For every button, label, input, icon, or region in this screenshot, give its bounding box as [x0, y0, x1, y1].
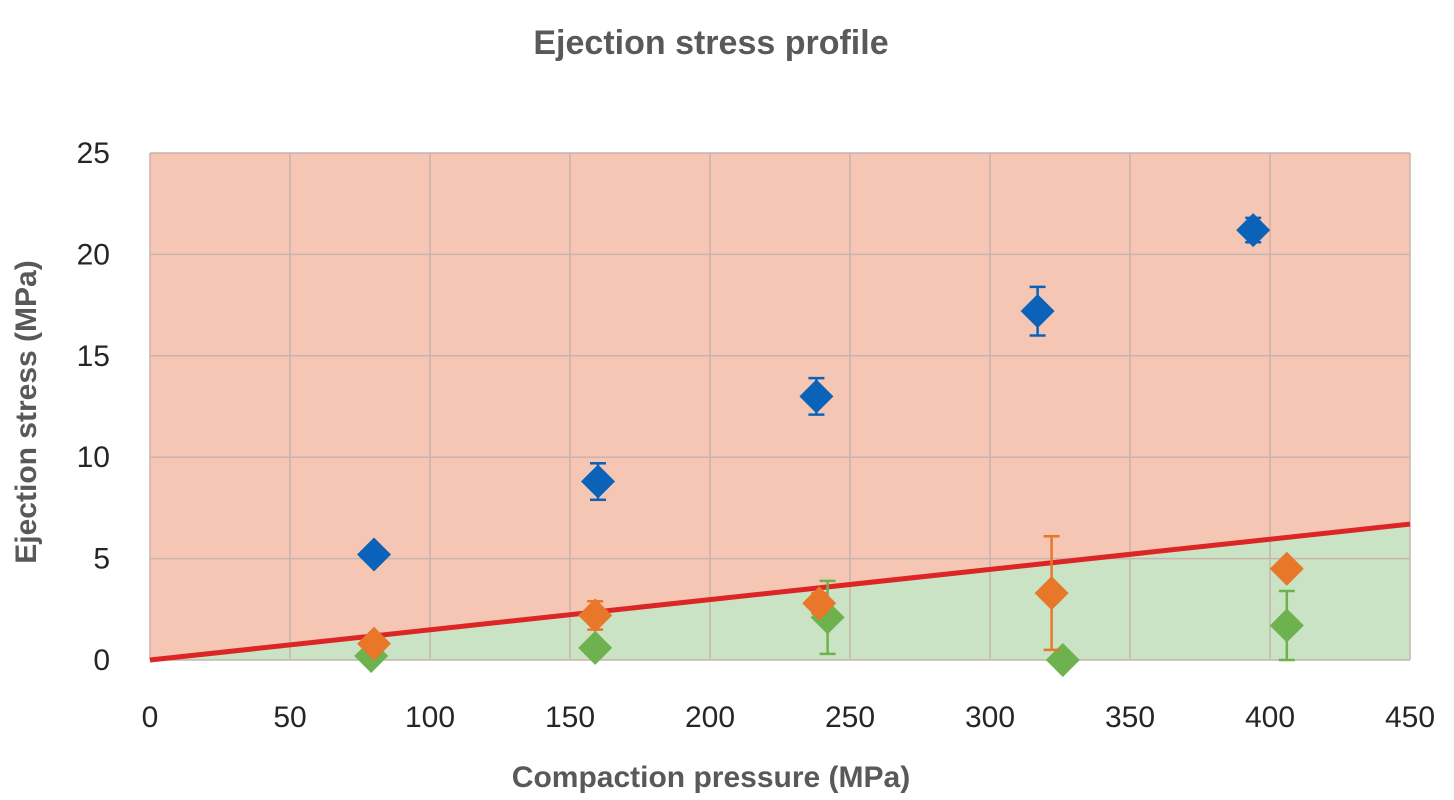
y-tick-label: 5	[93, 543, 110, 576]
y-tick-label: 20	[77, 238, 110, 271]
x-tick-label: 100	[405, 701, 455, 734]
x-tick-label: 50	[273, 701, 306, 734]
x-tick-label: 400	[1245, 701, 1295, 734]
x-tick-label: 300	[965, 701, 1015, 734]
y-tick-label: 15	[77, 340, 110, 373]
x-axis-ticks: 0 50 100 150 200 250 300 350 400 450	[142, 701, 1435, 734]
x-tick-label: 450	[1385, 701, 1435, 734]
data-point	[1269, 551, 1304, 586]
y-axis-ticks: 0 5 10 15 20 25	[77, 137, 110, 677]
y-tick-label: 25	[77, 137, 110, 170]
x-axis-label: Compaction pressure (MPa)	[512, 761, 910, 794]
data-point	[1269, 608, 1304, 643]
chart-title: Ejection stress profile	[533, 24, 888, 62]
x-tick-label: 350	[1105, 701, 1155, 734]
data-point	[578, 630, 613, 665]
y-axis-label: Ejection stress (MPa)	[10, 260, 43, 563]
data-point	[1020, 294, 1055, 329]
x-tick-label: 0	[142, 701, 159, 734]
x-tick-label: 150	[545, 701, 595, 734]
data-point	[1034, 576, 1069, 611]
data-point	[1045, 643, 1080, 677]
plot-area	[149, 152, 1411, 677]
data-point	[578, 598, 613, 633]
threshold-line	[149, 521, 1411, 663]
data-point	[802, 586, 837, 621]
data-point	[581, 464, 615, 499]
data-series	[357, 213, 1271, 572]
y-tick-label: 10	[77, 441, 110, 474]
data-point	[357, 537, 391, 572]
x-tick-label: 200	[685, 701, 735, 734]
data-point	[357, 626, 391, 661]
data-series	[357, 535, 1304, 661]
x-tick-label: 250	[825, 701, 875, 734]
data-point	[1236, 213, 1271, 248]
data-point	[799, 379, 834, 414]
region-above-threshold	[150, 153, 1410, 660]
y-tick-label: 0	[93, 644, 110, 677]
